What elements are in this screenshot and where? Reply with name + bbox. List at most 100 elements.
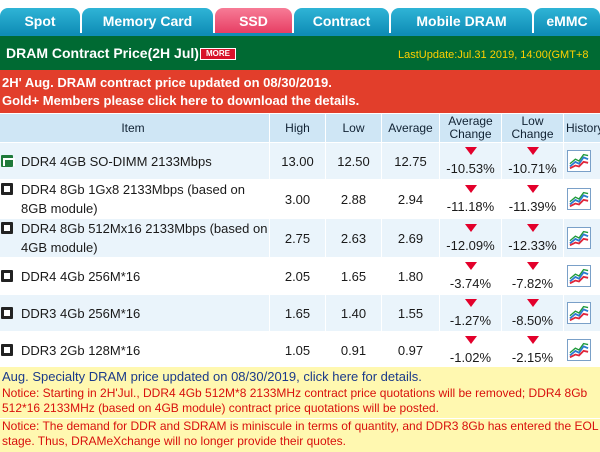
cell-high: 2.75 xyxy=(269,218,326,258)
down-arrow-icon xyxy=(526,262,539,270)
banner-line-1: 2H' Aug. DRAM contract price updated on … xyxy=(2,75,332,90)
cell-avg-change: -12.09% xyxy=(439,218,502,258)
down-arrow-icon xyxy=(464,185,477,193)
cell-low: 2.63 xyxy=(325,218,382,258)
item-name: DDR3 2Gb 128M*16 xyxy=(21,342,141,358)
cell-low-change: -8.50% xyxy=(501,294,564,332)
history-chart-icon[interactable] xyxy=(567,227,591,249)
cell-item: DDR4 8Gb 1Gx8 2133Mbps (based on 8GB mod… xyxy=(0,179,270,219)
history-chart-icon[interactable] xyxy=(567,150,591,172)
cell-low-change: -2.15% xyxy=(501,331,564,369)
table-row: DDR3 4Gb 256M*16 1.65 1.40 1.55 -1.27% -8.50% xyxy=(0,294,600,332)
cell-history xyxy=(563,179,600,219)
notice-2: Notice: The demand for DDR and SDRAM is … xyxy=(0,419,600,452)
cell-low: 1.65 xyxy=(325,257,382,295)
cell-average: 0.97 xyxy=(381,331,440,369)
price-table: Item High Low Average Average Change Low… xyxy=(0,113,600,369)
tab-emmc[interactable]: eMMC xyxy=(534,8,600,34)
cell-low: 12.50 xyxy=(325,142,382,180)
low-change-value: -11.39% xyxy=(508,199,557,214)
item-name: DDR4 8Gb 512Mx16 2133Mbps (based on 4GB … xyxy=(21,221,268,255)
down-arrow-icon xyxy=(464,224,477,232)
tab-bar: Spot Memory Card SSD Contract Mobile DRA… xyxy=(0,0,600,36)
table-row: DDR3 2Gb 128M*16 1.05 0.91 0.97 -1.02% -2.15% xyxy=(0,331,600,369)
down-arrow-icon xyxy=(464,262,477,270)
col-header-avg-change: Average Change xyxy=(439,113,502,143)
history-chart-icon[interactable] xyxy=(567,302,591,324)
down-arrow-icon xyxy=(464,299,477,307)
section-header: DRAM Contract Price(2H Jul) MORE LastUpd… xyxy=(0,36,600,70)
col-header-high: High xyxy=(269,113,326,143)
avg-change-value: -1.27% xyxy=(449,313,492,328)
cell-low-change: -11.39% xyxy=(501,179,564,219)
chip-icon xyxy=(1,343,13,356)
more-button[interactable]: MORE xyxy=(200,48,236,60)
col-header-average: Average xyxy=(381,113,440,143)
table-row: DDR4 8Gb 1Gx8 2133Mbps (based on 8GB mod… xyxy=(0,179,600,219)
history-chart-icon[interactable] xyxy=(567,265,591,287)
tab-contract[interactable]: Contract xyxy=(294,8,389,34)
cell-avg-change: -11.18% xyxy=(439,179,502,219)
cell-history xyxy=(563,257,600,295)
cell-low: 2.88 xyxy=(325,179,382,219)
cell-avg-change: -1.27% xyxy=(439,294,502,332)
down-arrow-icon xyxy=(526,185,539,193)
cell-high: 3.00 xyxy=(269,179,326,219)
cell-low-change: -10.71% xyxy=(501,142,564,180)
notice-1: Notice: Starting in 2H'Jul., DDR4 4Gb 51… xyxy=(0,386,600,418)
cell-average: 2.94 xyxy=(381,179,440,219)
history-chart-icon[interactable] xyxy=(567,188,591,210)
cell-history xyxy=(563,294,600,332)
update-banner[interactable]: 2H' Aug. DRAM contract price updated on … xyxy=(0,70,600,113)
col-header-item: Item xyxy=(0,113,270,143)
low-change-value: -7.82% xyxy=(511,276,554,291)
tab-ssd[interactable]: SSD xyxy=(215,8,292,34)
banner-download-link[interactable]: Gold+ Members please click here to downl… xyxy=(2,93,360,108)
chip-icon xyxy=(1,306,13,319)
down-arrow-icon xyxy=(526,224,539,232)
last-update-text: LastUpdate:Jul.31 2019, 14:00(GMT+8 xyxy=(398,49,589,61)
cell-item: DDR3 4Gb 256M*16 xyxy=(0,294,270,332)
table-header-row: Item High Low Average Average Change Low… xyxy=(0,113,600,143)
cell-item: DDR3 2Gb 128M*16 xyxy=(0,331,270,369)
item-name: DDR3 4Gb 256M*16 xyxy=(21,305,141,321)
cell-high: 1.65 xyxy=(269,294,326,332)
cell-history xyxy=(563,142,600,180)
cell-history xyxy=(563,218,600,258)
tab-mobile-dram[interactable]: Mobile DRAM xyxy=(391,8,532,34)
avg-change-value: -11.18% xyxy=(446,199,495,214)
col-header-history: History xyxy=(563,113,600,143)
cell-item: DDR4 8Gb 512Mx16 2133Mbps (based on 4GB … xyxy=(0,218,270,258)
col-header-low: Low xyxy=(325,113,382,143)
cell-average: 1.55 xyxy=(381,294,440,332)
tab-memory-card[interactable]: Memory Card xyxy=(82,8,213,34)
table-row: DDR4 4GB SO-DIMM 2133Mbps 13.00 12.50 12.75… xyxy=(0,142,600,180)
section-title: DRAM Contract Price(2H Jul) xyxy=(6,45,199,61)
table-row: DDR4 8Gb 512Mx16 2133Mbps (based on 4GB … xyxy=(0,218,600,258)
cell-avg-change: -3.74% xyxy=(439,257,502,295)
avg-change-value: -12.09% xyxy=(446,238,495,253)
specialty-dram-link[interactable]: Aug. Specialty DRAM price updated on 08/… xyxy=(0,367,600,386)
memory-module-icon xyxy=(1,154,15,167)
history-chart-icon[interactable] xyxy=(567,339,591,361)
item-name: DDR4 4Gb 256M*16 xyxy=(21,268,141,284)
cell-high: 2.05 xyxy=(269,257,326,295)
cell-average: 1.80 xyxy=(381,257,440,295)
cell-avg-change: -10.53% xyxy=(439,142,502,180)
cell-average: 2.69 xyxy=(381,218,440,258)
cell-history xyxy=(563,331,600,369)
cell-low: 1.40 xyxy=(325,294,382,332)
item-name: DDR4 8Gb 1Gx8 2133Mbps (based on 8GB mod… xyxy=(21,182,246,216)
cell-low-change: -7.82% xyxy=(501,257,564,295)
low-change-value: -10.71% xyxy=(508,161,557,176)
down-arrow-icon xyxy=(464,336,477,344)
down-arrow-icon xyxy=(464,147,477,155)
cell-avg-change: -1.02% xyxy=(439,331,502,369)
chip-icon xyxy=(1,183,13,195)
table-row: DDR4 4Gb 256M*16 2.05 1.65 1.80 -3.74% -7.82% xyxy=(0,257,600,295)
low-change-value: -2.15% xyxy=(511,350,554,365)
tab-spot[interactable]: Spot xyxy=(0,8,80,34)
chip-icon xyxy=(1,222,13,234)
avg-change-value: -1.02% xyxy=(449,350,492,365)
low-change-value: -8.50% xyxy=(511,313,554,328)
